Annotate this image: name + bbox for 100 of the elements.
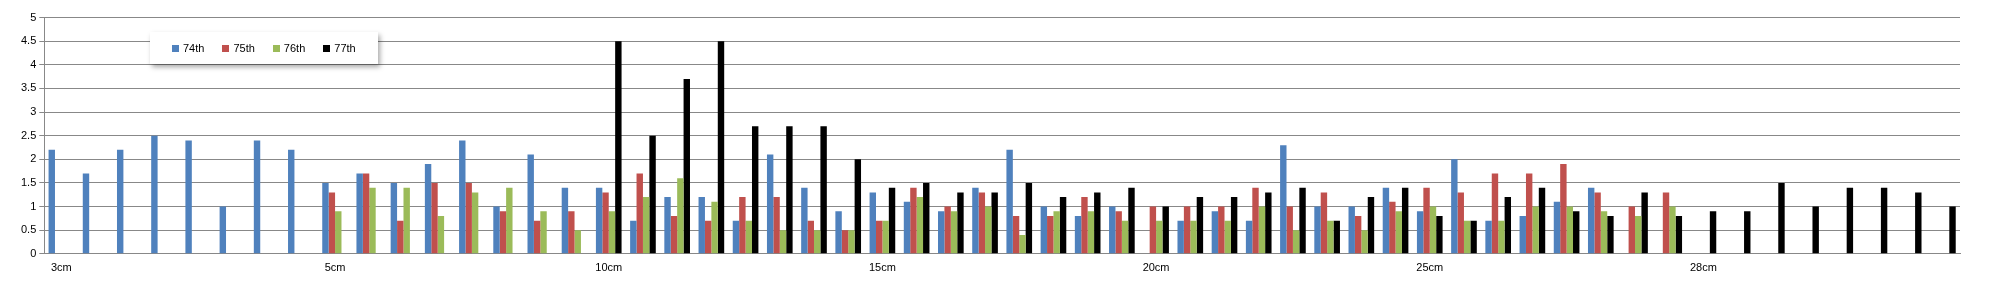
bar: [1628, 206, 1636, 254]
bar: [1087, 211, 1095, 254]
bar: [533, 220, 541, 254]
y-tick-label: 5: [30, 10, 37, 23]
bar: [1395, 211, 1402, 254]
bar: [1074, 216, 1082, 254]
bar: [1320, 192, 1328, 254]
bar: [527, 154, 534, 254]
bar: [328, 192, 336, 254]
bar: [1348, 206, 1355, 254]
bar: [642, 197, 650, 254]
bar: [608, 211, 616, 254]
bar: [1190, 220, 1197, 254]
bar: [1183, 206, 1191, 254]
bar: [1778, 182, 1785, 254]
bar: [1949, 206, 1956, 254]
bar: [574, 230, 581, 254]
bar: [1230, 197, 1238, 254]
bar: [677, 178, 684, 254]
bar: [1006, 149, 1013, 254]
bar: [253, 140, 261, 254]
bar: [1553, 201, 1561, 254]
bar: [1587, 187, 1595, 254]
bar: [540, 211, 547, 254]
bar: [630, 220, 637, 254]
y-tick-label: 2: [30, 152, 37, 165]
bar: [1333, 220, 1340, 254]
bar: [1292, 230, 1300, 254]
bar: [1327, 220, 1334, 254]
bar: [1423, 187, 1430, 254]
bar: [471, 192, 479, 254]
y-tick-label: 0.5: [20, 223, 37, 236]
bar: [1635, 216, 1642, 254]
bar: [48, 149, 55, 254]
bar: [288, 149, 295, 254]
bar: [1451, 159, 1458, 254]
bar: [854, 159, 862, 254]
bar: [1470, 220, 1477, 254]
bar: [615, 41, 622, 254]
bar: [1416, 211, 1424, 254]
bar: [1115, 211, 1122, 254]
bar: [1156, 220, 1163, 254]
bar: [1354, 216, 1362, 254]
bar: [683, 79, 690, 254]
legend-label: 76th: [283, 42, 306, 54]
bar: [561, 187, 569, 254]
bar: [1314, 206, 1321, 254]
x-tick-label: 20cm: [1142, 261, 1170, 274]
bar: [1594, 192, 1601, 254]
bar: [1812, 206, 1819, 254]
bar: [1573, 211, 1580, 254]
bar: [1162, 206, 1169, 254]
y-tick-label: 3.5: [20, 81, 37, 94]
bar: [1436, 216, 1443, 254]
bar: [923, 182, 930, 254]
bar: [882, 220, 889, 254]
bar: [1491, 173, 1499, 254]
bar: [698, 197, 705, 254]
bar: [876, 220, 883, 254]
bar: [1846, 187, 1854, 254]
y-tick-label: 4.5: [20, 34, 37, 47]
bar: [424, 164, 432, 254]
bar: [950, 211, 958, 254]
bar: [356, 173, 363, 254]
x-tick-label: 5cm: [324, 261, 346, 274]
y-tick-label: 0: [30, 246, 37, 259]
bar: [362, 173, 370, 254]
bar: [649, 135, 656, 254]
bar: [766, 154, 774, 254]
bar: [1915, 192, 1922, 254]
y-tick-label: 3: [30, 105, 37, 118]
bar: [1566, 206, 1574, 254]
bar: [1040, 206, 1048, 254]
bar: [841, 230, 849, 254]
bar: [151, 135, 158, 254]
bar: [664, 197, 671, 254]
bar: [499, 211, 507, 254]
bar: [459, 140, 466, 254]
legend-label: 74th: [183, 42, 205, 54]
bar: [369, 187, 376, 254]
bar: [1504, 197, 1512, 254]
bar: [431, 182, 438, 254]
legend-label: 77th: [334, 42, 356, 54]
bar: [1641, 192, 1648, 254]
bar: [1218, 206, 1225, 254]
y-tick-label: 1.5: [20, 175, 37, 188]
bar: [636, 173, 643, 254]
bar: [869, 192, 876, 254]
bar: [335, 211, 342, 254]
bar: [1675, 216, 1683, 254]
bar: [944, 206, 951, 254]
bar: [82, 173, 90, 254]
bar: [1607, 216, 1614, 254]
bar: [1532, 206, 1539, 254]
bar: [116, 149, 124, 254]
bar: [848, 230, 855, 254]
x-tick-label: 25cm: [1416, 261, 1444, 274]
bar: [814, 230, 821, 254]
bar: [1109, 206, 1116, 254]
bar: [390, 182, 398, 254]
